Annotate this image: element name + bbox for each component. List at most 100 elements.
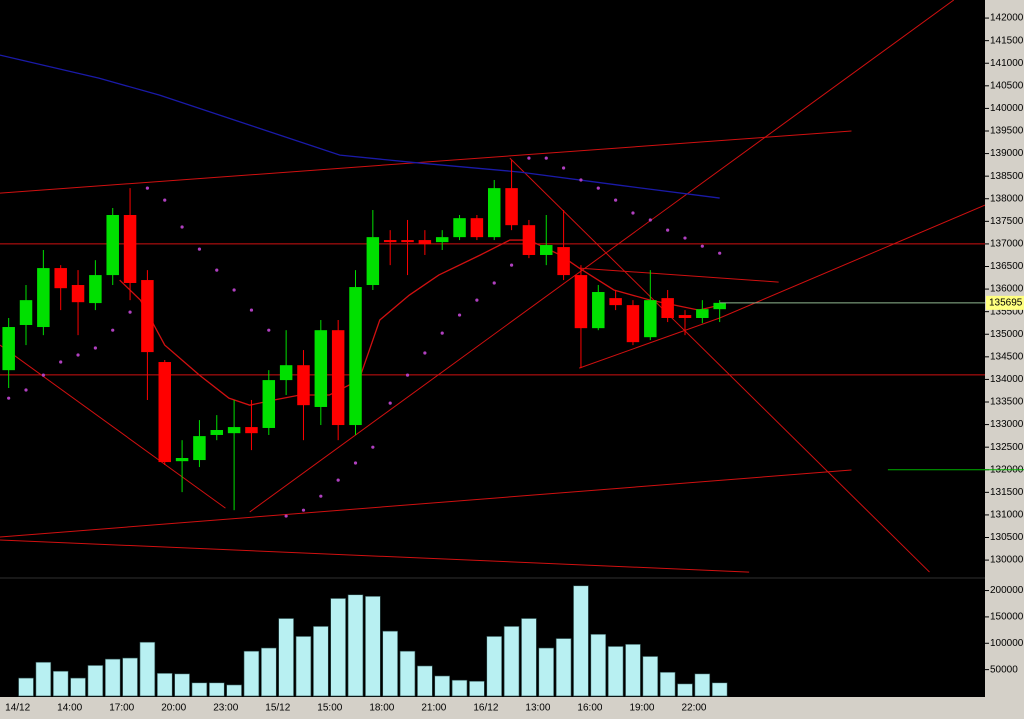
y-tick-label: 130000 [990, 555, 1024, 566]
volume-bar [607, 646, 624, 697]
volume-bar [226, 684, 242, 697]
x-tick-label: 15/12 [265, 703, 290, 714]
y-tick-label: 139500 [990, 126, 1024, 137]
volume-bar [18, 677, 34, 697]
sar-dot [128, 310, 132, 314]
volume-bar [191, 682, 208, 697]
volume-bar [659, 671, 676, 697]
sar-dot [614, 198, 618, 202]
x-tick-label: 22:00 [681, 703, 706, 714]
candle-body [245, 427, 258, 434]
y-tick-label: 139000 [990, 148, 1024, 159]
volume-bar [642, 656, 659, 697]
y-tick-label: 136000 [990, 284, 1024, 295]
candle-body [435, 237, 449, 243]
sar-dot [197, 247, 202, 251]
volume-bar [434, 675, 450, 697]
sar-dot [492, 281, 496, 285]
candle-body [141, 280, 154, 353]
y-tick-label: 142000 [990, 13, 1024, 24]
sar-dot [631, 211, 635, 215]
candle-body [592, 292, 605, 329]
candle-body [54, 268, 67, 289]
volume-bar [70, 677, 86, 697]
y-tick-label: 131500 [990, 487, 1024, 498]
y-tick-label: 138000 [990, 193, 1024, 204]
candle-body [349, 287, 362, 426]
sar-dot [666, 228, 670, 232]
sar-dot [509, 263, 514, 267]
volume-bar [347, 594, 364, 697]
candle-body [522, 225, 536, 255]
sar-dot [319, 494, 323, 498]
x-tick-label: 16/12 [473, 703, 498, 714]
sar-dot [475, 298, 479, 302]
trendline [0, 130, 852, 194]
sar-dot [440, 331, 444, 335]
y-tick-label: 133500 [990, 397, 1024, 408]
y-tick-label: 132500 [990, 442, 1024, 453]
sar-dot [93, 346, 97, 350]
price-panel [0, 0, 985, 573]
sar-dot [544, 156, 548, 160]
sar-dot [163, 198, 167, 202]
y-tick-label: 135000 [990, 329, 1024, 340]
x-tick-label: 19:00 [629, 703, 654, 714]
candle-body [383, 240, 397, 243]
x-axis-panel [0, 697, 1024, 719]
candle-body [453, 218, 466, 238]
trendline [509, 157, 930, 573]
x-tick-label: 16:00 [577, 703, 602, 714]
y-tick-label: 137000 [990, 239, 1024, 250]
candle-body [314, 330, 328, 407]
volume-panel [18, 585, 728, 697]
volume-bar [261, 647, 277, 697]
volume-bar [503, 626, 520, 697]
candle-body [713, 302, 726, 310]
sar-dot [353, 461, 358, 465]
volume-bar [590, 634, 607, 697]
axes: 142000 141500 141000 140500 140000 139500 1390… [5, 13, 1024, 714]
sar-dot [527, 156, 531, 160]
volume-bar [330, 598, 346, 697]
volume-bar [382, 630, 398, 697]
y-tick-label: 141000 [990, 58, 1024, 69]
sar-dot [215, 268, 219, 272]
x-tick-label: 23:00 [213, 703, 238, 714]
moving-average [0, 54, 720, 199]
y-tick-label: 100000 [990, 638, 1024, 649]
trendline [249, 0, 955, 513]
sar-dot [683, 236, 687, 240]
x-tick-label: 20:00 [161, 703, 186, 714]
volume-bar [209, 682, 225, 697]
volume-bar [174, 673, 190, 697]
sar-dot [718, 251, 722, 255]
sar-dot [145, 186, 150, 190]
sar-dot [423, 351, 427, 355]
volume-bar [122, 657, 138, 697]
volume-bar [365, 596, 381, 697]
volume-bar [538, 647, 555, 697]
candle-body [644, 300, 657, 338]
candle-body [37, 268, 50, 328]
candle-body [418, 240, 432, 245]
candle-body [661, 298, 674, 318]
y-tick-label: 133000 [990, 419, 1024, 430]
volume-bar [694, 673, 711, 697]
volume-bar [139, 641, 156, 697]
candle-body [297, 365, 310, 406]
candle-body [227, 427, 241, 434]
volume-bar [87, 665, 104, 697]
trendline [719, 204, 985, 319]
sar-dot [284, 514, 288, 518]
candle-body [609, 298, 622, 306]
sar-dot [336, 478, 340, 482]
y-tick-label: 140500 [990, 80, 1024, 91]
y-tick-label: 137500 [990, 216, 1024, 227]
volume-bar [35, 661, 52, 697]
x-tick-label: 13:00 [525, 703, 550, 714]
trendline [0, 539, 750, 573]
y-tick-label: 134000 [990, 374, 1024, 385]
